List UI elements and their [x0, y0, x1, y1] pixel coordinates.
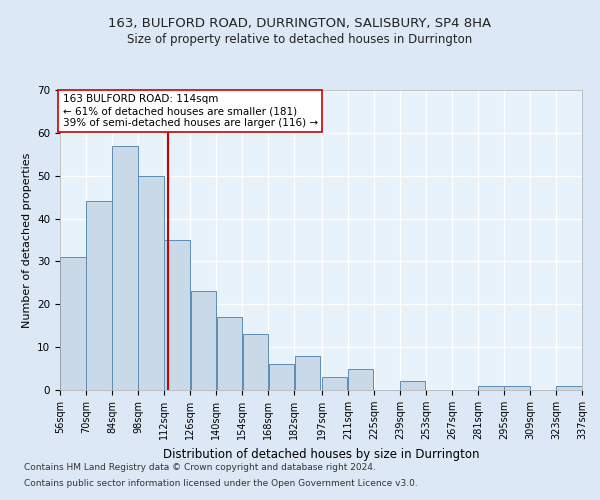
Bar [349, 368, 373, 390]
Bar [112, 146, 137, 390]
Bar [400, 382, 425, 390]
Bar [61, 257, 86, 390]
Bar [164, 240, 190, 390]
Bar [505, 386, 530, 390]
Text: 163, BULFORD ROAD, DURRINGTON, SALISBURY, SP4 8HA: 163, BULFORD ROAD, DURRINGTON, SALISBURY… [109, 18, 491, 30]
Text: 163 BULFORD ROAD: 114sqm
← 61% of detached houses are smaller (181)
39% of semi-: 163 BULFORD ROAD: 114sqm ← 61% of detach… [62, 94, 318, 128]
Bar [322, 377, 347, 390]
Text: Size of property relative to detached houses in Durrington: Size of property relative to detached ho… [127, 32, 473, 46]
Bar [242, 334, 268, 390]
Text: Contains HM Land Registry data © Crown copyright and database right 2024.: Contains HM Land Registry data © Crown c… [24, 464, 376, 472]
Text: Contains public sector information licensed under the Open Government Licence v3: Contains public sector information licen… [24, 478, 418, 488]
Bar [86, 202, 112, 390]
Bar [217, 317, 242, 390]
Bar [295, 356, 320, 390]
Bar [556, 386, 581, 390]
Bar [191, 292, 215, 390]
Bar [139, 176, 164, 390]
Y-axis label: Number of detached properties: Number of detached properties [22, 152, 32, 328]
Bar [269, 364, 293, 390]
X-axis label: Distribution of detached houses by size in Durrington: Distribution of detached houses by size … [163, 448, 479, 460]
Bar [478, 386, 503, 390]
